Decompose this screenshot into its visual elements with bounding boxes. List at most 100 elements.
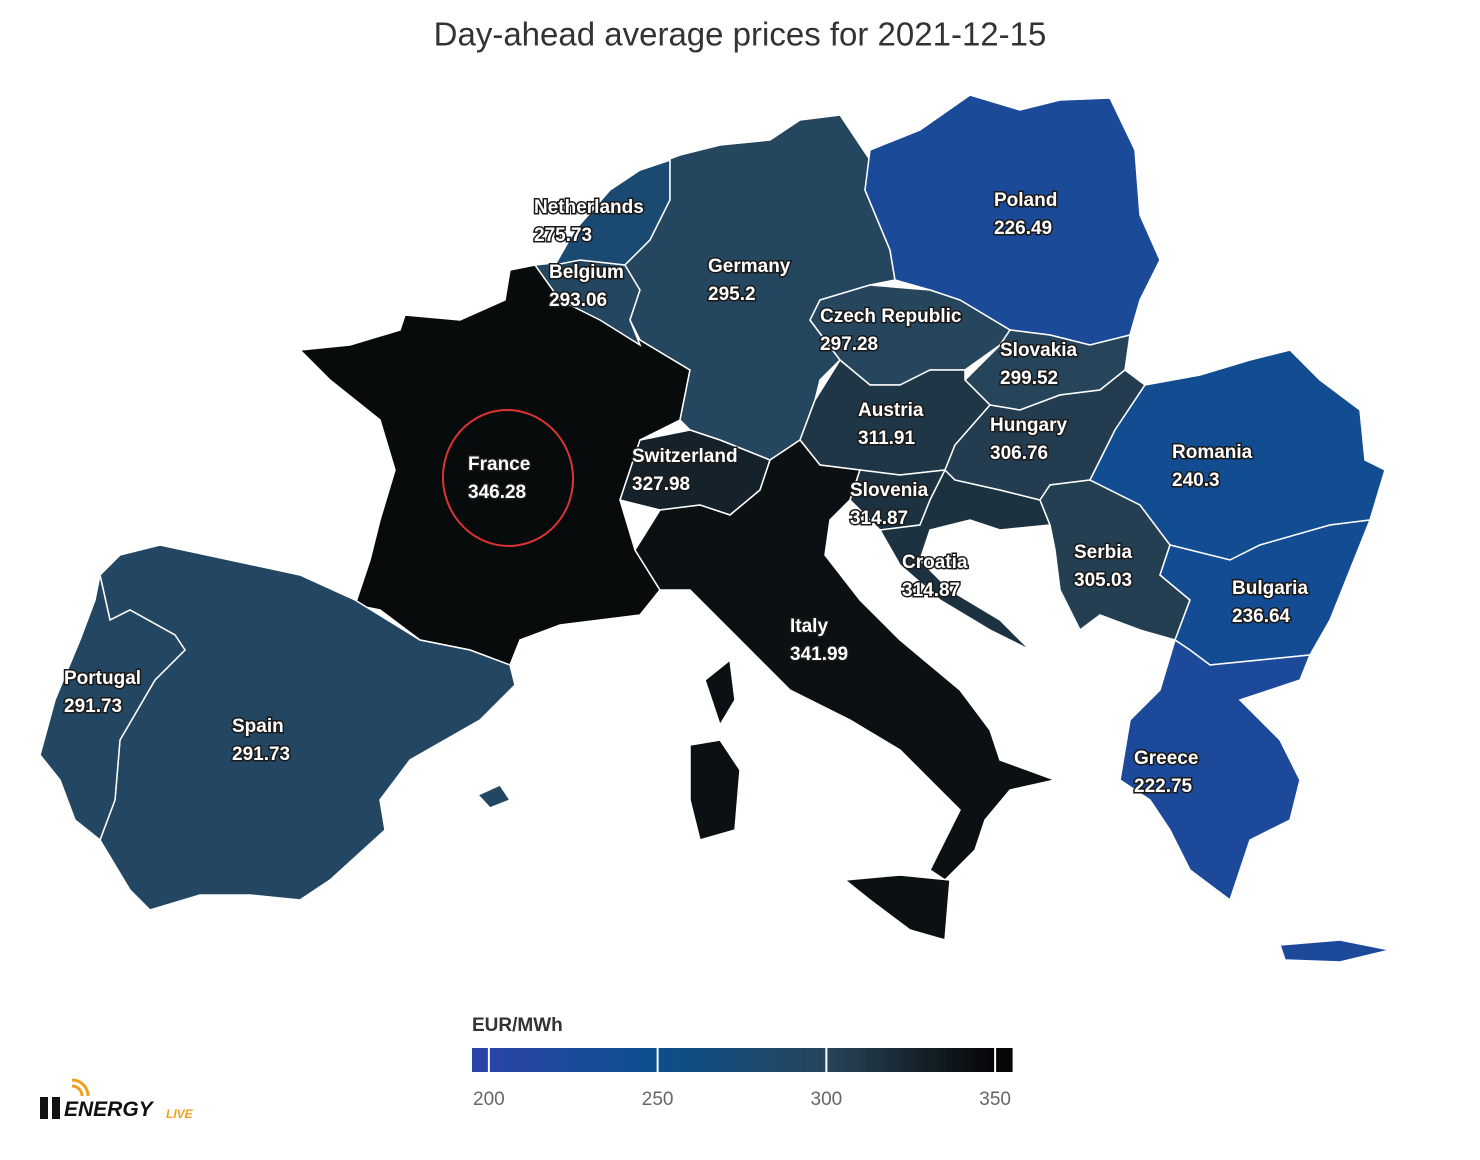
colorbar-segment <box>932 1048 938 1072</box>
colorbar-segment <box>972 1048 978 1072</box>
colorbar-segment <box>697 1048 703 1072</box>
colorbar-segment <box>987 1048 993 1072</box>
colorbar-segment <box>512 1048 518 1072</box>
colorbar-segment <box>907 1048 913 1072</box>
colorbar-segment <box>517 1048 523 1072</box>
colorbar-segment <box>662 1048 668 1072</box>
region-name: Switzerland <box>632 446 738 467</box>
region-name: France <box>468 454 530 475</box>
region-name: Germany <box>708 256 791 277</box>
colorbar-segment <box>752 1048 758 1072</box>
region <box>1119 638 1312 902</box>
colorbar-segment <box>522 1048 528 1072</box>
colorbar-segment <box>732 1048 738 1072</box>
region-value: 341.99 <box>790 644 848 665</box>
colorbar-segment <box>727 1048 733 1072</box>
colorbar-segment <box>882 1048 888 1072</box>
colorbar-segment <box>642 1048 648 1072</box>
colorbar-segment <box>947 1048 953 1072</box>
colorbar-segment <box>492 1048 498 1072</box>
colorbar-segment <box>902 1048 908 1072</box>
region <box>634 438 1058 881</box>
region-value: 297.28 <box>820 334 878 355</box>
region <box>689 739 741 841</box>
colorbar-segment <box>767 1048 773 1072</box>
logo-signal <box>71 1078 90 1097</box>
colorbar-segment <box>477 1048 483 1072</box>
region-value: 236.64 <box>1232 606 1291 627</box>
region-value: 275.73 <box>534 225 592 246</box>
colorbar-segment <box>607 1048 613 1072</box>
colorbar-segment <box>802 1048 808 1072</box>
colorbar-segment <box>967 1048 973 1072</box>
colorbar-segment <box>782 1048 788 1072</box>
colorbar-segment <box>777 1048 783 1072</box>
region-value: 311.91 <box>858 428 915 449</box>
colorbar-segment <box>552 1048 558 1072</box>
region-name: Czech Republic <box>820 306 962 327</box>
colorbar-segment <box>832 1048 838 1072</box>
colorbar-segment <box>737 1048 743 1072</box>
colorbar-segment <box>502 1048 508 1072</box>
region-name: Slovakia <box>1000 340 1078 361</box>
region-value: 305.03 <box>1074 570 1132 591</box>
colorbar-segment <box>577 1048 583 1072</box>
colorbar-segment <box>707 1048 713 1072</box>
colorbar-segment <box>537 1048 543 1072</box>
colorbar-segment <box>722 1048 728 1072</box>
colorbar-segment <box>602 1048 608 1072</box>
colorbar-segment <box>612 1048 618 1072</box>
colorbar-segment <box>557 1048 563 1072</box>
colorbar-segment <box>497 1048 503 1072</box>
colorbar-segment <box>652 1048 658 1072</box>
region <box>1278 939 1391 963</box>
colorbar-segment <box>877 1048 883 1072</box>
chart-title: Day-ahead average prices for 2021-12-15 <box>434 16 1047 53</box>
colorbar-segment <box>872 1048 878 1072</box>
colorbar-segment <box>952 1048 958 1072</box>
colorbar-segment <box>897 1048 903 1072</box>
colorbar-segment <box>962 1048 968 1072</box>
colorbar-segment <box>957 1048 963 1072</box>
logo-icon <box>52 1097 60 1119</box>
colorbar-segment <box>1007 1048 1013 1072</box>
colorbar-segment <box>592 1048 598 1072</box>
region <box>864 94 1161 346</box>
colorbar-segment <box>922 1048 928 1072</box>
colorbar-segment <box>567 1048 573 1072</box>
region-name: Croatia <box>902 552 968 573</box>
region-name: Poland <box>994 190 1057 211</box>
region-name: Portugal <box>64 668 141 689</box>
colorbar-segment <box>812 1048 818 1072</box>
colorbar-segment <box>792 1048 798 1072</box>
region-value: 291.73 <box>64 696 122 717</box>
colorbar-segment <box>977 1048 983 1072</box>
colorbar-segment <box>772 1048 778 1072</box>
colorbar-segment <box>717 1048 723 1072</box>
colorbar-segment <box>677 1048 683 1072</box>
logo-word: ENERGY <box>64 1098 155 1121</box>
colorbar-segment <box>712 1048 718 1072</box>
colorbar-segment <box>542 1048 548 1072</box>
colorbar-segment <box>622 1048 628 1072</box>
colorbar-segment <box>587 1048 593 1072</box>
colorbar-segment <box>547 1048 553 1072</box>
colorbar-segment <box>997 1048 1003 1072</box>
region-name: Spain <box>232 716 284 737</box>
region-value: 314.87 <box>902 580 960 601</box>
region-name: Italy <box>790 616 828 637</box>
colorbar-segment <box>762 1048 768 1072</box>
colorbar-segment <box>982 1048 988 1072</box>
colorbar-tick-label: 300 <box>811 1089 843 1110</box>
region <box>624 114 896 461</box>
colorbar-tick-label: 250 <box>642 1089 674 1110</box>
colorbar-tick-label: 200 <box>473 1089 505 1110</box>
colorbar-segment <box>687 1048 693 1072</box>
colorbar-segment <box>917 1048 923 1072</box>
region-value: 346.28 <box>468 482 526 503</box>
colorbar-segment <box>582 1048 588 1072</box>
colorbar-segment <box>912 1048 918 1072</box>
region-value: 306.76 <box>990 443 1048 464</box>
region-value: 240.3 <box>1172 470 1220 491</box>
colorbar-segment <box>842 1048 848 1072</box>
